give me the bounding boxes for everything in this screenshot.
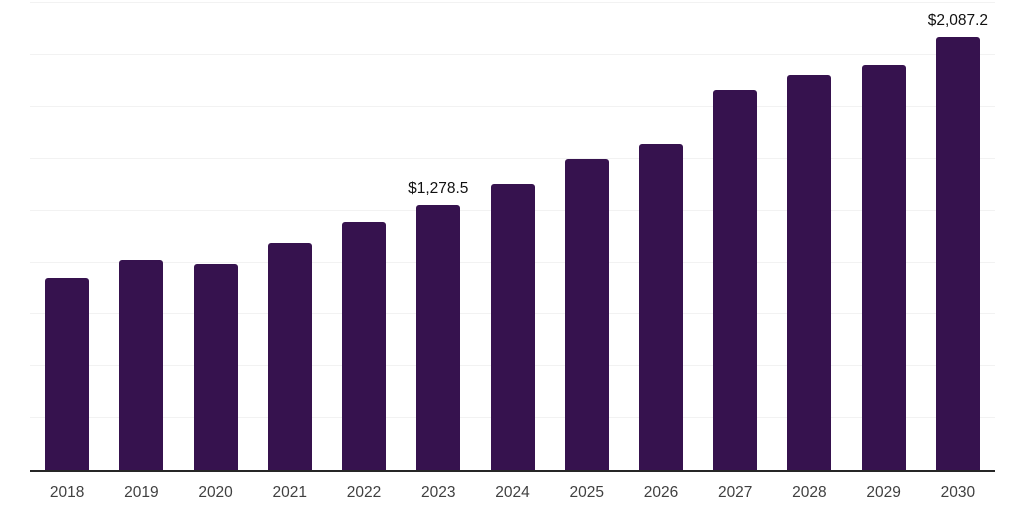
- bar-2027: [713, 89, 758, 470]
- bar-2020: [193, 263, 238, 470]
- bar-2018: [45, 278, 90, 470]
- x-tick-label-2018: 2018: [49, 484, 85, 501]
- value-label-2023: $1,278.5: [408, 180, 469, 198]
- x-tick-label-2020: 2020: [198, 484, 233, 501]
- bar-2019: [119, 260, 164, 470]
- bar-2026: [638, 144, 683, 470]
- bar-2022: [342, 222, 387, 470]
- x-tick-label-2029: 2029: [866, 484, 901, 501]
- bar-2029: [861, 65, 906, 470]
- gridline-2250: [30, 2, 995, 4]
- x-tick-label-2019: 2019: [124, 484, 159, 501]
- bar-2024: [490, 183, 535, 470]
- value-label-2030: $2,087.2: [927, 12, 989, 30]
- x-tick-label-2023: 2023: [421, 484, 456, 501]
- x-tick-label-2027: 2027: [717, 484, 753, 501]
- x-tick-label-2022: 2022: [346, 484, 382, 501]
- bar-2023: [416, 204, 461, 470]
- x-tick-label-2028: 2028: [792, 484, 827, 501]
- x-tick-label-2024: 2024: [495, 484, 530, 501]
- bar-2021: [267, 242, 312, 470]
- x-tick-label-2025: 2025: [569, 484, 604, 501]
- bar-2030: [935, 36, 980, 470]
- bar-2025: [564, 158, 609, 470]
- gridline-1750: [30, 105, 995, 107]
- x-tick-label-2030: 2030: [940, 484, 976, 501]
- x-tick-label-2021: 2021: [272, 484, 308, 501]
- gridline-2000: [30, 54, 995, 55]
- bar-2028: [787, 74, 832, 470]
- plot-area: $1,278.5 $2,087.2: [30, 0, 995, 472]
- gridline-1500: [30, 157, 995, 159]
- x-tick-label-2026: 2026: [643, 484, 679, 501]
